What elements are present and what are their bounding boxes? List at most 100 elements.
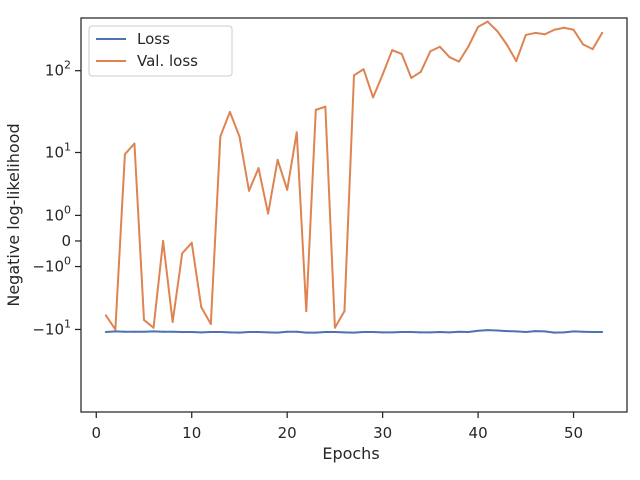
data-point-val-loss — [104, 314, 107, 317]
x-tick-label: 0 — [91, 424, 101, 442]
data-point-loss — [496, 329, 499, 332]
data-point-loss — [438, 331, 441, 334]
data-point-loss — [486, 329, 489, 332]
data-point-val-loss — [133, 142, 136, 145]
data-point-loss — [591, 331, 594, 334]
data-point-val-loss — [267, 212, 270, 215]
data-point-loss — [563, 331, 565, 334]
x-tick-label: 50 — [564, 424, 583, 442]
series-points-loss — [104, 329, 604, 334]
data-point-val-loss — [181, 252, 184, 255]
data-point-loss — [419, 331, 422, 334]
data-point-val-loss — [171, 321, 174, 324]
series-layer — [104, 20, 604, 334]
data-point-loss — [543, 330, 546, 333]
data-point-val-loss — [419, 70, 422, 73]
y-axis-title: Negative log-likelihood — [4, 123, 23, 306]
data-point-val-loss — [563, 26, 565, 29]
data-point-val-loss — [601, 31, 604, 34]
y-tick-label: −101 — [32, 317, 71, 338]
data-point-loss — [162, 330, 165, 333]
data-point-val-loss — [162, 239, 165, 242]
data-point-val-loss — [381, 73, 384, 76]
data-point-loss — [248, 331, 250, 334]
legend-label-loss: Loss — [137, 30, 170, 48]
data-point-loss — [219, 331, 222, 334]
data-point-loss — [362, 331, 365, 334]
data-point-val-loss — [410, 76, 413, 79]
data-point-val-loss — [400, 52, 403, 55]
x-tick-label: 10 — [182, 424, 201, 442]
data-point-loss — [343, 331, 346, 334]
data-point-val-loss — [123, 153, 126, 156]
data-point-loss — [381, 331, 384, 334]
data-point-val-loss — [114, 328, 117, 331]
data-point-val-loss — [391, 49, 394, 52]
x-tick-label: 20 — [278, 424, 297, 442]
data-point-val-loss — [572, 28, 575, 31]
y-tick-label: 100 — [45, 203, 71, 224]
data-point-val-loss — [543, 33, 546, 36]
data-point-val-loss — [333, 326, 336, 329]
y-tick-label: 101 — [45, 140, 71, 161]
data-point-val-loss — [248, 189, 250, 192]
data-point-val-loss — [324, 105, 327, 108]
data-point-val-loss — [486, 20, 489, 23]
data-point-val-loss — [200, 306, 203, 309]
data-point-val-loss — [228, 110, 231, 113]
data-point-loss — [534, 330, 537, 333]
data-point-loss — [467, 331, 470, 334]
data-point-loss — [524, 331, 527, 334]
data-point-val-loss — [190, 241, 193, 244]
y-tick-label: 0 — [61, 232, 71, 250]
data-point-loss — [200, 331, 203, 334]
data-point-val-loss — [591, 48, 594, 51]
series-points-val-loss — [104, 20, 604, 331]
data-point-val-loss — [257, 167, 260, 170]
data-point-loss — [257, 331, 260, 334]
data-point-loss — [133, 330, 136, 333]
data-point-val-loss — [295, 131, 298, 134]
data-point-val-loss — [534, 31, 537, 34]
data-point-val-loss — [276, 158, 279, 161]
data-point-loss — [372, 331, 375, 334]
data-point-loss — [572, 330, 575, 333]
data-point-loss — [238, 331, 241, 334]
data-point-loss — [448, 331, 451, 334]
data-point-loss — [505, 330, 508, 333]
x-axis-title: Epochs — [322, 444, 379, 463]
y-tick-label: 102 — [45, 59, 71, 80]
data-point-val-loss — [429, 50, 432, 53]
data-point-loss — [553, 331, 556, 334]
data-point-loss — [353, 331, 355, 334]
data-point-val-loss — [343, 310, 346, 313]
data-point-loss — [286, 330, 289, 333]
y-tick-label: −100 — [32, 255, 71, 276]
data-point-val-loss — [477, 25, 480, 28]
data-point-loss — [314, 331, 317, 334]
data-point-val-loss — [152, 326, 155, 329]
data-point-val-loss — [238, 135, 241, 138]
data-point-val-loss — [353, 74, 355, 77]
data-point-val-loss — [505, 43, 508, 46]
data-point-val-loss — [582, 43, 585, 46]
data-point-loss — [152, 330, 155, 333]
data-point-val-loss — [209, 323, 212, 326]
data-point-loss — [429, 331, 432, 334]
data-point-loss — [324, 331, 327, 334]
data-point-loss — [458, 330, 460, 333]
data-point-val-loss — [143, 318, 145, 321]
y-axis: 102 101 100 0 −100 −101 — [32, 59, 81, 338]
data-point-loss — [181, 331, 184, 334]
data-point-val-loss — [219, 135, 222, 138]
data-point-loss — [171, 330, 174, 333]
legend: Loss Val. loss — [88, 25, 233, 77]
data-point-loss — [400, 331, 403, 334]
data-point-val-loss — [448, 56, 451, 59]
data-point-val-loss — [362, 68, 365, 71]
data-point-loss — [333, 331, 336, 334]
x-tick-label: 40 — [469, 424, 488, 442]
data-point-val-loss — [496, 30, 499, 32]
